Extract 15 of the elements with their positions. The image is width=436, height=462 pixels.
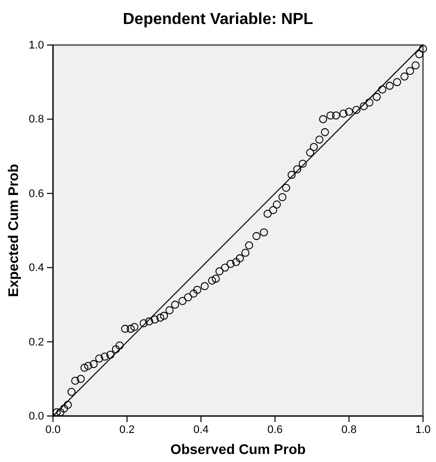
y-tick-label: 1.0	[28, 40, 44, 52]
chart-title: Dependent Variable: NPL	[122, 11, 314, 28]
x-tick-label: 0.4	[193, 424, 209, 436]
x-tick-label: 0.2	[119, 424, 135, 436]
y-axis-title: Expected Cum Prob	[5, 164, 21, 298]
y-tick-label: 0.4	[28, 262, 44, 274]
x-tick-label: 0.8	[341, 424, 357, 436]
y-tick-label: 0.8	[28, 114, 44, 126]
x-tick-label: 0.6	[267, 424, 283, 436]
x-tick-label: 1.0	[415, 424, 431, 436]
y-tick-label: 0.6	[28, 188, 44, 200]
y-tick-label: 0.2	[28, 336, 44, 348]
y-tick-label: 0.0	[28, 410, 44, 423]
x-axis-title: Observed Cum Prob	[170, 441, 306, 457]
x-tick-label: 0.0	[45, 424, 61, 436]
